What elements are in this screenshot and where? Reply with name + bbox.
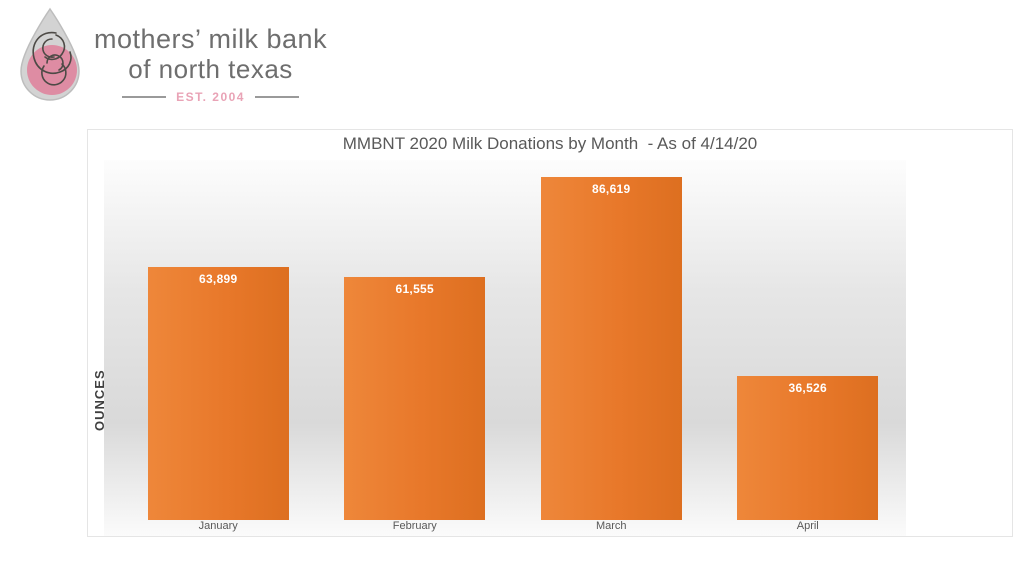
est-year-text: EST. 2004 bbox=[176, 90, 245, 104]
category-label-february: February bbox=[392, 520, 437, 532]
category-label-april: April bbox=[796, 520, 819, 532]
bar-chart: MMBNT 2020 Milk Donations by Month - As … bbox=[87, 129, 1013, 537]
milk-drop-icon bbox=[20, 7, 80, 101]
est-left-rule bbox=[122, 96, 167, 98]
data-label-january: 63,899 bbox=[198, 272, 238, 287]
chart-title: MMBNT 2020 Milk Donations by Month - As … bbox=[342, 134, 758, 153]
labels-row: January February March April bbox=[120, 520, 906, 536]
bar-slot-january: 63,899 bbox=[120, 164, 317, 520]
logo-name-line2: of north texas bbox=[128, 54, 293, 84]
bar-april: 36,526 bbox=[737, 375, 879, 520]
data-label-february: 61,555 bbox=[395, 281, 434, 296]
bar-slot-march: 86,619 bbox=[513, 164, 710, 520]
category-label-march: March bbox=[595, 520, 627, 532]
bars-row: 63,899 61,555 86,619 36,526 bbox=[120, 164, 906, 520]
bar-slot-february: 61,555 bbox=[317, 164, 514, 520]
plot-area: 63,899 61,555 86,619 36,526 January February… bbox=[104, 160, 906, 536]
bar-slot-april: 36,526 bbox=[710, 164, 907, 520]
data-label-april: 36,526 bbox=[788, 380, 827, 395]
logo-text: mothers’ milk bank of north texas EST. 2… bbox=[94, 6, 327, 104]
bar-march: 86,619 bbox=[540, 177, 682, 520]
logo-established: EST. 2004 bbox=[122, 90, 299, 104]
est-right-rule bbox=[254, 96, 299, 98]
bar-february: 61,555 bbox=[344, 276, 486, 520]
bar-january: 63,899 bbox=[147, 267, 289, 520]
category-label-january: January bbox=[198, 520, 238, 532]
data-label-march: 86,619 bbox=[591, 182, 631, 197]
logo-name-line1: mothers’ milk bank bbox=[94, 24, 328, 54]
logo: mothers’ milk bank of north texas EST. 2… bbox=[14, 6, 327, 104]
